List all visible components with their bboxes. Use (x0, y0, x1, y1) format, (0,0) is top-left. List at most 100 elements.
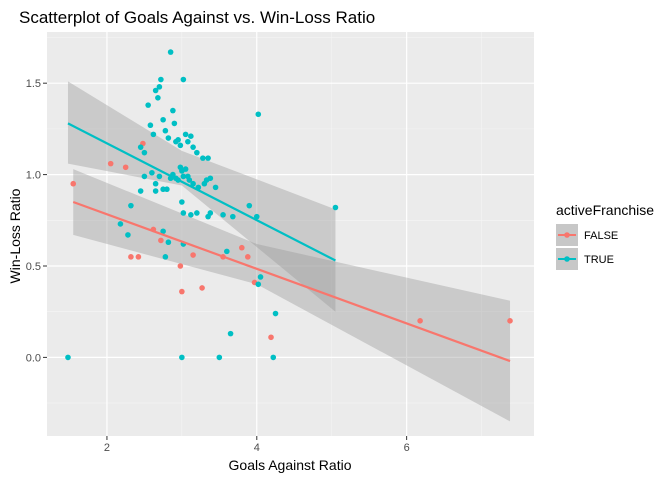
data-point-true (224, 248, 230, 255)
data-point-false (239, 244, 245, 251)
data-point-true (182, 131, 189, 138)
x-tick-label: 2 (104, 442, 110, 454)
data-point-true (186, 177, 193, 183)
data-point-true (125, 232, 131, 238)
data-point-true (162, 254, 169, 260)
data-point-false (199, 285, 205, 291)
x-axis-ticks: 2 4 6 (104, 436, 410, 454)
data-point-true (137, 144, 144, 150)
data-point-true (180, 173, 187, 180)
data-point-false (190, 252, 196, 258)
data-point-true (152, 180, 159, 187)
data-point-true (117, 221, 124, 227)
x-tick-label: 4 (254, 442, 260, 454)
fit-lines (67, 122, 511, 363)
data-point-true (212, 184, 219, 191)
data-point-true (207, 210, 214, 216)
y-tick-label: 0.5 (26, 261, 41, 273)
y-axis-title: Win-Loss Ratio (7, 188, 23, 283)
legend: activeFranchise FALSE TRUE (556, 202, 654, 270)
confidence-band-false (73, 169, 511, 422)
data-point-true (207, 175, 214, 182)
data-point-false (128, 254, 134, 260)
data-point-true (156, 84, 163, 90)
major-grid (47, 32, 534, 436)
x-tick-label: 6 (404, 442, 410, 454)
data-points (65, 49, 513, 361)
data-point-true (205, 155, 211, 161)
data-point-true (179, 354, 185, 361)
data-point-true (200, 155, 206, 161)
data-point-true (255, 111, 262, 118)
data-point-true (167, 49, 174, 55)
data-point-true (170, 107, 176, 114)
data-point-true (128, 202, 134, 209)
data-point-true (180, 76, 187, 83)
data-point-true (220, 212, 226, 218)
data-point-true (194, 210, 200, 216)
data-point-true (270, 354, 277, 361)
data-point-true (158, 76, 164, 83)
data-point-true (149, 169, 155, 176)
data-point-false (122, 164, 129, 171)
y-axis-ticks: 0.0 0.5 1.0 1.5 (26, 78, 47, 364)
legend-key-point-true (564, 256, 570, 262)
data-point-true (164, 186, 170, 193)
data-point-true (246, 202, 253, 209)
data-point-true (160, 228, 166, 235)
y-tick-label: 1.0 (26, 170, 41, 182)
data-point-true (156, 173, 163, 180)
data-point-false (244, 254, 251, 260)
data-point-true (216, 354, 223, 361)
data-point-true (152, 87, 159, 94)
confidence-band-true (67, 81, 336, 312)
data-point-true (185, 138, 191, 145)
data-point-true (147, 122, 154, 129)
y-tick-label: 0.0 (26, 352, 41, 364)
data-point-true (188, 133, 194, 139)
data-point-true (194, 149, 200, 156)
data-point-false (268, 334, 274, 341)
data-point-false (417, 318, 423, 324)
fit-line-false (72, 200, 511, 363)
data-point-true (155, 95, 161, 101)
data-point-true (65, 354, 71, 361)
data-point-false (158, 237, 164, 244)
data-point-false (507, 318, 513, 324)
data-point-true (230, 213, 236, 220)
data-point-true (255, 281, 262, 288)
data-point-true (227, 330, 234, 337)
data-point-true (137, 188, 144, 194)
data-point-true (165, 135, 172, 141)
data-point-true (177, 142, 184, 149)
data-point-true (145, 102, 151, 108)
data-point-true (253, 213, 260, 220)
data-point-false (135, 254, 142, 260)
legend-label-false: FALSE (584, 230, 618, 242)
data-point-true (182, 166, 189, 172)
data-point-false (179, 288, 185, 295)
y-tick-label: 1.5 (26, 78, 41, 90)
data-point-true (171, 120, 178, 127)
data-point-true (175, 137, 181, 143)
legend-label-true: TRUE (584, 254, 614, 266)
data-point-true (141, 149, 148, 156)
data-point-false (177, 263, 184, 269)
data-point-false (70, 180, 77, 187)
data-point-true (179, 199, 185, 205)
confidence-bands (67, 81, 511, 422)
data-point-true (162, 127, 169, 134)
chart-title: Scatterplot of Goals Against vs. Win-Los… (19, 8, 375, 27)
x-axis-title: Goals Against Ratio (229, 457, 352, 473)
data-point-true (165, 239, 172, 246)
data-point-true (141, 173, 148, 180)
data-point-true (152, 188, 159, 194)
data-point-true (190, 144, 196, 150)
fit-line-true (67, 122, 336, 262)
data-point-false (107, 160, 114, 167)
minor-grid (47, 32, 534, 436)
data-point-true (180, 210, 187, 216)
data-point-true (188, 212, 194, 218)
data-point-true (160, 116, 166, 123)
